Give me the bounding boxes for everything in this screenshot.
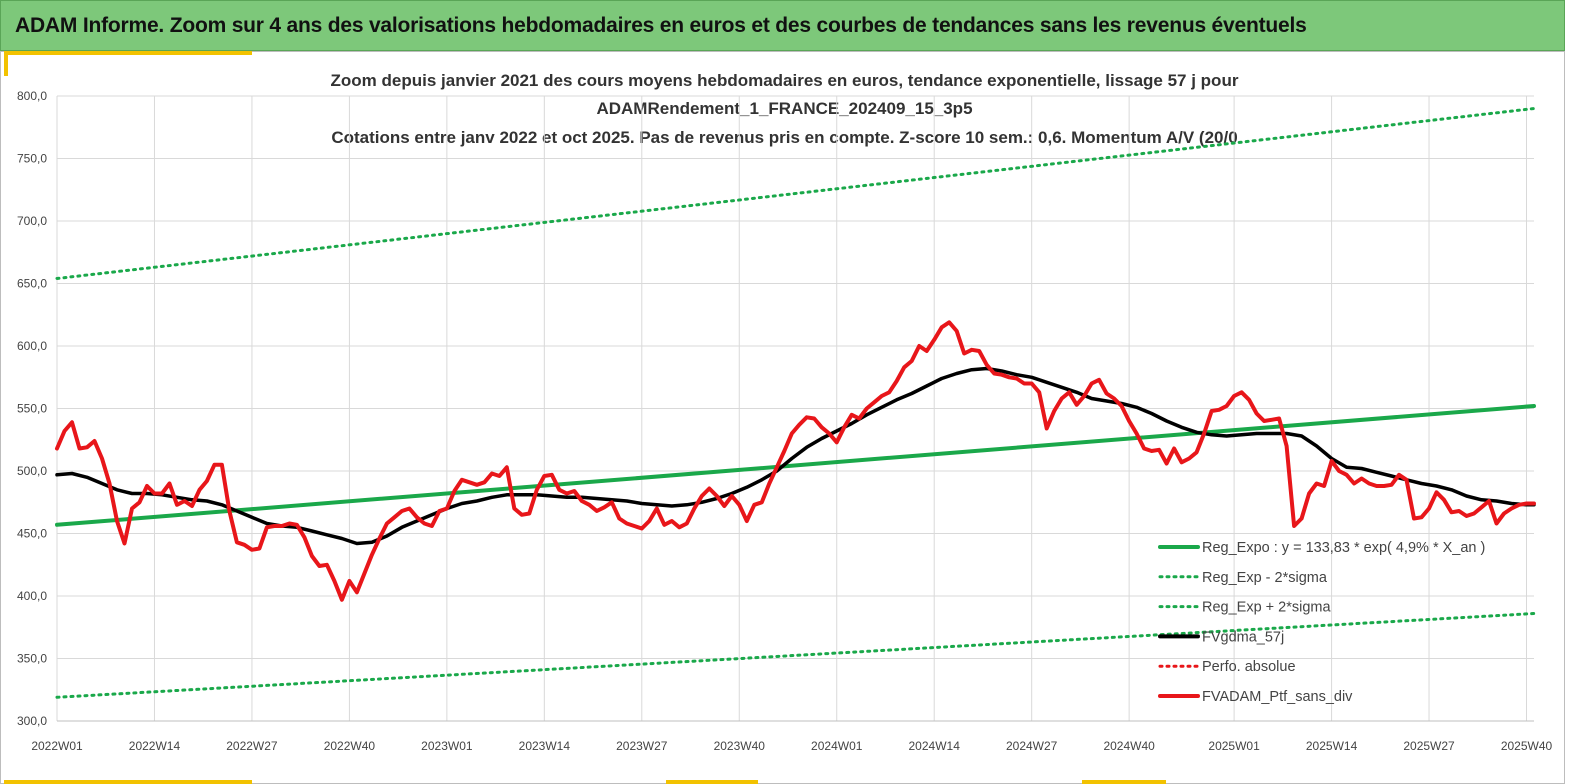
legend-item-perfo-absolue: Perfo. absolue [1158, 659, 1296, 675]
legend-item-reg-expo: Reg_Expo : y = 133,83 * exp( 4,9% * X_an… [1158, 540, 1485, 556]
x-tick-label: 2024W40 [1103, 739, 1155, 753]
x-axis-ticks: 2022W01 2022W14 2022W27 2022W40 2023W01 2023W… [31, 739, 1552, 753]
legend-label: FVADAM_Ptf_sans_div [1202, 689, 1353, 705]
y-tick-label: 550,0 [17, 402, 47, 416]
accent-bar-left [4, 51, 8, 76]
y-tick-label: 800,0 [17, 89, 47, 103]
chart-title-line-3: Cotations entre janv 2022 et oct 2025. P… [331, 128, 1238, 147]
x-tick-label: 2024W14 [909, 739, 961, 753]
y-tick-label: 350,0 [17, 652, 47, 666]
x-tick-label: 2022W27 [226, 739, 278, 753]
x-tick-label: 2025W27 [1403, 739, 1455, 753]
y-tick-label: 500,0 [17, 464, 47, 478]
x-tick-label: 2025W14 [1306, 739, 1358, 753]
report-banner: ADAM Informe. Zoom sur 4 ans des valoris… [0, 0, 1565, 51]
chart-title-line-2: ADAMRendement_1_FRANCE_202409_15_3p5 [596, 99, 973, 118]
fvgdma-57j-line [55, 366, 1536, 546]
y-tick-label: 600,0 [17, 339, 47, 353]
banner-title: ADAM Informe. Zoom sur 4 ans des valoris… [15, 14, 1307, 37]
series-lines [55, 107, 1536, 699]
legend-item-minus-2sigma: Reg_Exp - 2*sigma [1158, 570, 1328, 586]
trend-minus-2sigma-line [55, 612, 1536, 699]
accent-bar-top-left [4, 51, 252, 55]
grid-lines [56, 95, 1534, 722]
trend-expo-line [55, 404, 1536, 527]
x-tick-label: 2022W01 [31, 739, 83, 753]
y-tick-label: 400,0 [17, 589, 47, 603]
x-tick-label: 2022W40 [324, 739, 376, 753]
x-tick-label: 2025W01 [1208, 739, 1260, 753]
x-tick-label: 2023W01 [421, 739, 473, 753]
x-tick-label: 2022W14 [129, 739, 181, 753]
y-tick-label: 450,0 [17, 527, 47, 541]
x-tick-label: 2023W27 [616, 739, 668, 753]
legend: Reg_Expo : y = 133,83 * exp( 4,9% * X_an… [1158, 540, 1485, 705]
legend-item-plus-2sigma: Reg_Exp + 2*sigma [1158, 600, 1331, 616]
x-tick-label: 2024W27 [1006, 739, 1058, 753]
chart-title-line-1: Zoom depuis janvier 2021 des cours moyen… [330, 71, 1239, 90]
x-tick-label: 2023W14 [519, 739, 571, 753]
y-tick-label: 750,0 [17, 152, 47, 166]
legend-label: Reg_Expo : y = 133,83 * exp( 4,9% * X_an… [1202, 540, 1485, 556]
x-tick-label: 2025W40 [1501, 739, 1553, 753]
y-axis-ticks: 300,0 350,0 400,0 450,0 500,0 550,0 600,0 650,0… [17, 89, 47, 728]
x-tick-label: 2024W01 [811, 739, 863, 753]
legend-label: FVgdma_57j [1202, 629, 1284, 645]
accent-bar-bottom-left [4, 780, 252, 784]
trend-plus-2sigma-line [55, 107, 1536, 280]
x-tick-label: 2023W40 [714, 739, 766, 753]
y-tick-label: 700,0 [17, 214, 47, 228]
legend-label: Perfo. absolue [1202, 659, 1296, 675]
y-tick-label: 300,0 [17, 714, 47, 728]
legend-label: Reg_Exp - 2*sigma [1202, 570, 1328, 586]
accent-bar-bottom-right [1082, 780, 1166, 784]
legend-item-fvadam: FVADAM_Ptf_sans_div [1158, 689, 1353, 705]
fvadam-ptf-line [55, 320, 1536, 602]
legend-item-fvgdma: FVgdma_57j [1158, 629, 1284, 645]
y-tick-label: 650,0 [17, 277, 47, 291]
accent-bar-bottom-middle [666, 780, 758, 784]
legend-label: Reg_Exp + 2*sigma [1202, 600, 1331, 616]
